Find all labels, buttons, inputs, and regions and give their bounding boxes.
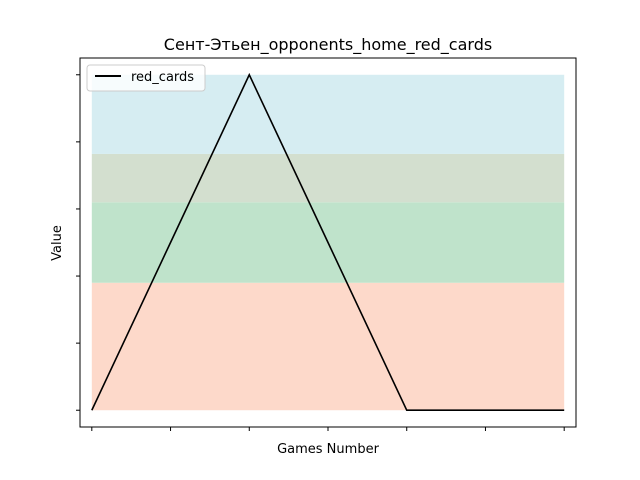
series-line-red_cards (91, 72, 565, 412)
x-ticks (91, 427, 565, 431)
x-axis-label: Games Number (277, 442, 379, 457)
series-layer (91, 72, 565, 412)
band-0 (91, 282, 565, 411)
y-axis-label: Value (50, 225, 65, 261)
legend: red_cards (86, 64, 206, 92)
y-ticks (76, 74, 80, 411)
legend-label: red_cards (131, 70, 194, 85)
band-2 (91, 153, 565, 203)
chart-title: Сент-Этьен_opponents_home_red_cards (164, 35, 492, 55)
legend-box (86, 64, 206, 92)
